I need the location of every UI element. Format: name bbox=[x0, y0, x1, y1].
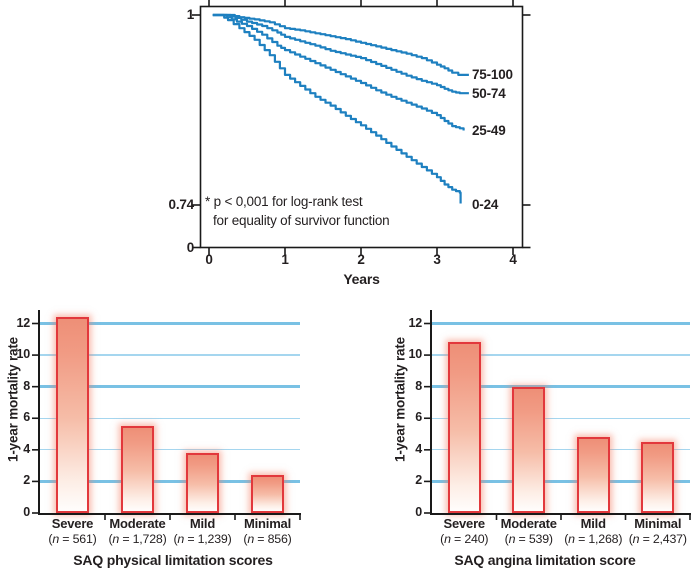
km-x-axis-title: Years bbox=[343, 271, 380, 287]
gridline-10 bbox=[40, 354, 300, 356]
km-pvalue-annotation: * p < 0,001 for log-rank test for equali… bbox=[205, 192, 390, 230]
category-label-block: Moderate (n = 1,728) bbox=[101, 516, 175, 546]
category-label-block: Mild (n = 1,268) bbox=[556, 516, 630, 546]
category-label: Mild bbox=[189, 516, 216, 531]
bar-severe bbox=[447, 342, 481, 513]
km-series-label-50-74: 50-74 bbox=[472, 86, 506, 101]
gridline-12 bbox=[40, 322, 300, 325]
bar-mild bbox=[576, 437, 610, 513]
bar-y-tick-label: 0 bbox=[23, 505, 30, 519]
category-label-block: Severe (n = 561) bbox=[36, 516, 110, 546]
gridline-4 bbox=[40, 449, 300, 451]
physical-x-axis-title: SAQ physical limitation scores bbox=[73, 552, 273, 568]
category-label: Minimal bbox=[634, 516, 682, 531]
km-x-tick-label: 0 bbox=[205, 252, 213, 267]
annotation-line1: * p < 0,001 for log-rank test bbox=[205, 194, 363, 209]
category-count-label: (n = 1,239) bbox=[173, 531, 232, 546]
km-x-tick-label: 2 bbox=[357, 252, 365, 267]
bar-moderate bbox=[512, 386, 546, 513]
gridline-8 bbox=[40, 385, 300, 388]
category-count-label: (n = 240) bbox=[440, 531, 489, 546]
angina-x-axis-title: SAQ angina limitation score bbox=[454, 552, 636, 568]
bar-mild bbox=[186, 452, 219, 513]
bar-y-tick-label: 2 bbox=[23, 473, 30, 488]
category-label: Minimal bbox=[244, 516, 291, 531]
bar-y-tick-label: 0 bbox=[415, 505, 422, 519]
bar-y-tick-label: 10 bbox=[16, 347, 30, 362]
survival-curve-75-100 bbox=[212, 13, 469, 76]
bar-y-tick-label: 6 bbox=[415, 410, 422, 425]
category-count-label: (n = 1,728) bbox=[108, 531, 167, 546]
bar-y-tick-label: 6 bbox=[23, 410, 30, 425]
category-count-label: (n = 539) bbox=[504, 531, 553, 546]
bar-y-tick-label: 12 bbox=[408, 315, 422, 330]
gridline-10 bbox=[432, 354, 690, 356]
gridline-6 bbox=[40, 417, 300, 419]
km-x-tick-label: 4 bbox=[509, 252, 517, 267]
bar-moderate bbox=[121, 426, 154, 513]
gridline-6 bbox=[432, 417, 690, 419]
km-y-tick-label: 1 bbox=[186, 7, 195, 22]
km-series-label-75-100: 75-100 bbox=[472, 67, 513, 82]
km-x-tick-label: 3 bbox=[433, 252, 441, 267]
gridline-4 bbox=[432, 449, 690, 451]
bar-minimal bbox=[251, 475, 284, 513]
category-label: Moderate bbox=[500, 516, 557, 531]
category-label-block: Moderate (n = 539) bbox=[492, 516, 566, 546]
gridline-8 bbox=[432, 385, 690, 388]
km-y-tick-label: 0.74 bbox=[168, 197, 195, 212]
category-label: Severe bbox=[51, 516, 94, 531]
gridline-12 bbox=[432, 322, 690, 325]
bar-y-tick-label: 4 bbox=[23, 441, 30, 456]
bar-severe bbox=[56, 317, 89, 513]
km-series-label-25-49: 25-49 bbox=[472, 123, 506, 138]
category-label-block: Severe (n = 240) bbox=[427, 516, 501, 546]
km-y-tick-label: 0 bbox=[186, 239, 195, 255]
annotation-line2: for equality of survivor function bbox=[213, 213, 390, 228]
bar-y-tick-label: 4 bbox=[415, 441, 422, 456]
km-series-label-0-24: 0-24 bbox=[472, 197, 499, 212]
category-count-label: (n = 856) bbox=[243, 531, 292, 546]
gridline-2 bbox=[432, 480, 690, 483]
category-label-block: Mild (n = 1,239) bbox=[166, 516, 240, 546]
gridline-2 bbox=[40, 480, 300, 483]
bar-y-tick-label: 8 bbox=[23, 378, 30, 393]
category-label: Moderate bbox=[109, 516, 166, 531]
km-x-tick-label: 1 bbox=[281, 252, 289, 267]
category-count-label: (n = 561) bbox=[48, 531, 97, 546]
survival-curve-25-49 bbox=[212, 13, 465, 131]
category-label: Severe bbox=[443, 516, 486, 531]
bar-minimal bbox=[641, 441, 675, 513]
bar-y-tick-label: 12 bbox=[16, 315, 30, 330]
category-count-label: (n = 1,268) bbox=[564, 531, 623, 546]
survival-curve-0-24 bbox=[212, 13, 462, 204]
bar-y-tick-label: 2 bbox=[415, 473, 422, 488]
survival-curve-50-74 bbox=[212, 13, 469, 95]
category-label-block: Minimal (n = 856) bbox=[231, 516, 305, 546]
category-count-label: (n = 2,437) bbox=[628, 531, 687, 546]
category-label-block: Minimal (n = 2,437) bbox=[621, 516, 694, 546]
category-label: Mild bbox=[580, 516, 606, 531]
bar-y-tick-label: 8 bbox=[415, 378, 422, 393]
bar-y-tick-label: 10 bbox=[408, 347, 422, 362]
